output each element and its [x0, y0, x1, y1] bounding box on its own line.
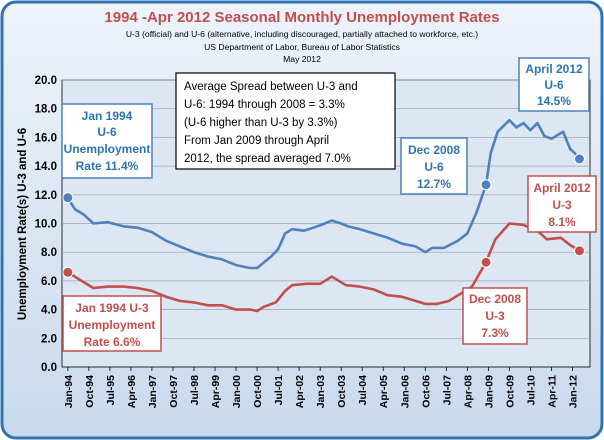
y-tick-label: 10.0	[35, 219, 57, 231]
x-tick-label: Apr-11	[546, 375, 558, 408]
x-tick-label: Jul-98	[189, 375, 201, 406]
callout-jan1994-u6-line-1: Jan 1994	[82, 109, 133, 123]
x-tick-label: Jan-09	[483, 375, 495, 408]
x-tick-label: Apr-08	[462, 375, 474, 408]
callout-jan1994-u6: Jan 1994 U-6 Unemployment Rate 11.4%	[61, 103, 153, 179]
callout-dec2008-u6-line-1: Dec 2008	[408, 143, 460, 157]
x-tick-label: Apr-05	[378, 375, 390, 408]
spread-line-1: Average Spread between U-3 and	[184, 81, 358, 93]
y-tick-label: 0.0	[41, 362, 57, 374]
spread-annotation-box: Average Spread between U-3 and U-6: 1994…	[175, 72, 396, 170]
y-tick-label: 20.0	[35, 75, 57, 87]
y-tick-label: 6.0	[41, 276, 57, 288]
x-tick-label: Jul-04	[357, 375, 369, 406]
spread-line-2: U-6: 1994 through 2008 = 3.3%	[184, 99, 345, 111]
callout-dec2008-u6-line-3: 12.7%	[417, 177, 451, 191]
callout-apr2012-u3-line-1: April 2012	[533, 181, 591, 195]
callout-dec2008-u3-line-1: Dec 2008	[469, 292, 521, 306]
y-axis-ticks: 0.0 2.0 4.0 6.0 8.0 10.0 12.0 14.0 16.0 18.0 20.0	[35, 75, 57, 374]
y-tick-label: 12.0	[35, 190, 57, 202]
callout-jan1994-u6-line-2: U-6	[97, 125, 117, 139]
y-tick-label: 18.0	[35, 104, 57, 116]
marker-u-3-1994-01	[62, 266, 74, 278]
y-tick-label: 2.0	[41, 333, 57, 345]
callout-jan1994-u3: Jan 1994 U-3 Unemployment Rate 6.6%	[62, 295, 162, 352]
x-tick-label: Apr-02	[294, 375, 306, 408]
x-tick-label: Jul-07	[441, 375, 453, 406]
x-tick-label: Jul-10	[525, 375, 537, 406]
x-tick-label: Apr-99	[210, 375, 222, 408]
marker-u-3-2008-12	[480, 256, 492, 268]
callout-apr2012-u6-line-3: 14.5%	[537, 94, 571, 108]
x-tick-label: Jan-94	[63, 375, 75, 408]
spread-line-3: (U-6 higher than U-3 by 3.3%)	[184, 117, 338, 129]
callout-apr2012-u6-line-1: April 2012	[525, 62, 583, 76]
x-axis-ticks: Jan-94 Oct-94 Jul-95 Apr-96 Jan-97 Oct-97 Jul-…	[63, 367, 579, 408]
callout-dec2008-u3-line-2: U-3	[485, 309, 505, 323]
x-tick-label: Jul-01	[273, 375, 285, 406]
callout-dec2008-u3: Dec 2008 U-3 7.3%	[462, 287, 528, 345]
marker-u-6-2008-12	[480, 179, 492, 191]
x-tick-label: Oct-03	[336, 375, 348, 408]
callout-jan1994-u6-line-4: Rate 11.4%	[76, 159, 139, 173]
x-tick-label: Oct-94	[84, 375, 96, 408]
marker-u-6-1994-01	[62, 192, 74, 204]
series-markers	[62, 153, 585, 278]
x-tick-label: Oct-06	[420, 375, 432, 408]
series-line-u-3	[67, 222, 581, 313]
spread-line-4: From Jan 2009 through April	[184, 135, 329, 147]
x-tick-label: Oct-97	[168, 375, 180, 408]
x-tick-label: Jan-03	[315, 375, 327, 408]
x-tick-label: Jul-95	[105, 375, 117, 406]
callout-dec2008-u3-line-3: 7.3%	[481, 326, 509, 340]
spread-line-5: 2012, the spread averaged 7.0%	[184, 153, 351, 165]
callout-apr2012-u3-line-3: 8.1%	[548, 215, 576, 229]
callout-jan1994-u3-line-2: Unemployment	[69, 318, 156, 332]
chart-subtitle-line-1: U-3 (official) and U-6 (alternative, inc…	[126, 29, 478, 39]
y-axis-label: Unemployment Rate(s) U-3 and U-6	[17, 128, 29, 320]
callout-apr2012-u3: April 2012 U-3 8.1%	[527, 175, 597, 233]
y-tick-label: 4.0	[41, 305, 57, 317]
callout-jan1994-u6-line-3: Unemployment	[64, 142, 151, 156]
x-tick-label: Apr-96	[126, 375, 138, 408]
callout-apr2012-u6-line-2: U-6	[544, 78, 564, 92]
x-tick-label: Oct-09	[504, 375, 516, 408]
x-tick-label: Jan-97	[147, 375, 159, 408]
y-tick-label: 16.0	[35, 132, 57, 144]
callout-jan1994-u3-line-3: Rate 6.6%	[84, 335, 141, 349]
chart-title: 1994 -Apr 2012 Seasonal Monthly Unemploy…	[104, 9, 499, 26]
series-lines	[66, 118, 581, 313]
x-tick-label: Jan-12	[567, 375, 579, 408]
callout-jan1994-u3-line-1: Jan 1994 U-3	[75, 301, 149, 315]
y-tick-label: 14.0	[35, 161, 57, 173]
x-tick-label: Jan-06	[399, 375, 411, 408]
marker-u-3-2012-04	[573, 245, 585, 257]
series-line-u-6	[66, 118, 581, 270]
callout-dec2008-u6: Dec 2008 U-6 12.7%	[400, 137, 468, 195]
callout-dec2008-u6-line-2: U-6	[424, 160, 444, 174]
y-tick-label: 8.0	[41, 247, 57, 259]
marker-u-6-2012-04	[573, 153, 585, 165]
callout-apr2012-u6: April 2012 U-6 14.5%	[518, 57, 590, 112]
chart-subtitle-line-3: May 2012	[283, 54, 321, 64]
x-tick-label: Jan-00	[231, 375, 243, 408]
x-tick-label: Oct-00	[252, 375, 264, 408]
callout-apr2012-u3-line-2: U-3	[552, 198, 572, 212]
chart-subtitle-line-2: US Department of Labor, Bureau of Labor …	[204, 42, 400, 52]
